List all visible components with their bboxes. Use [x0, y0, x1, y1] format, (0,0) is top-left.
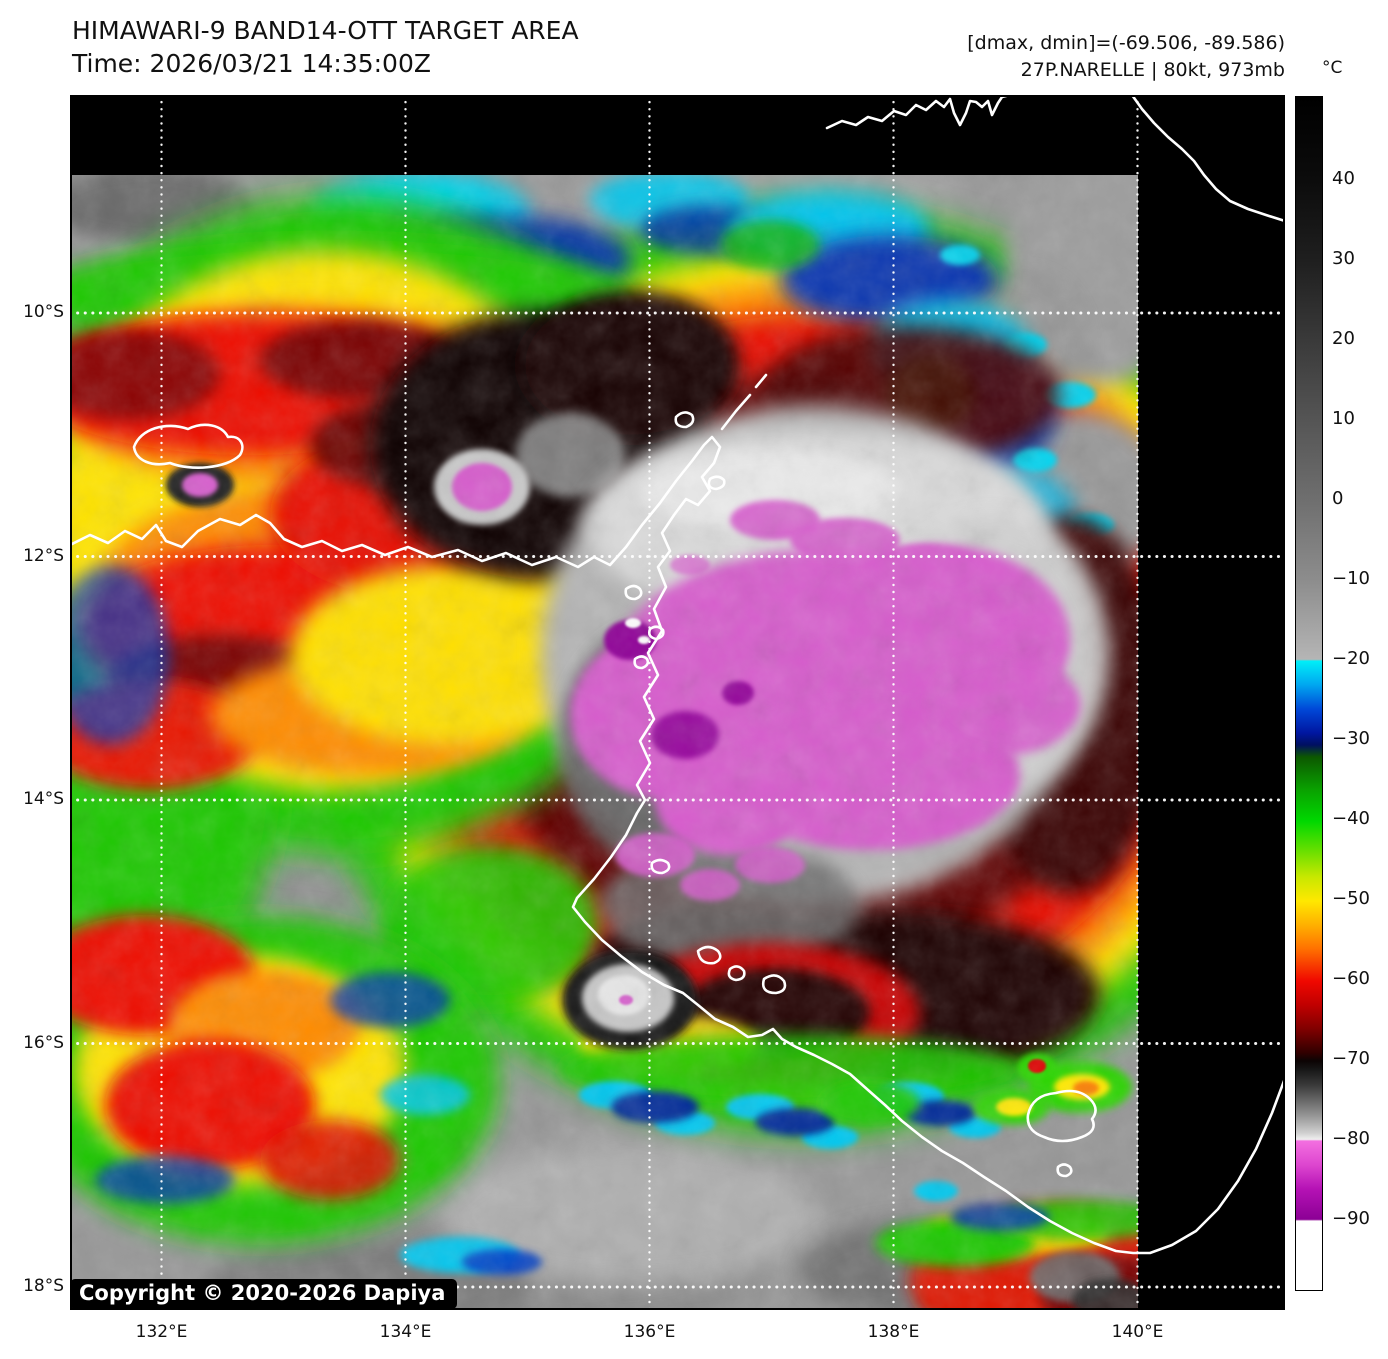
coastal-islands: [624, 584, 665, 670]
lat-tick-label: 14°S: [23, 789, 64, 809]
map-plot: Copyright © 2020-2026 Dapiya: [64, 93, 1292, 1312]
groote-eylandt-coastline: [1026, 1089, 1097, 1178]
annotation-block: [dmax, dmin]=(-69.506, -89.586) 27P.NARE…: [967, 30, 1285, 84]
colorbar-tick-label: −10: [1332, 568, 1370, 589]
colorbar-tick-label: −30: [1332, 728, 1370, 749]
australia-coastline: [64, 435, 1292, 1255]
lat-tick-label: 12°S: [23, 545, 64, 566]
colorbar-tick-label: 0: [1332, 488, 1344, 509]
tiwi-islands-coastline: [132, 423, 244, 469]
lat-tick-label: 10°S: [23, 302, 64, 322]
coastlines: [64, 93, 1292, 1255]
temperature-colorbar: [1295, 96, 1323, 1291]
arnhem-islands: [674, 411, 726, 491]
colorbar-tick-label: −60: [1332, 968, 1370, 989]
colorbar-unit-label: °C: [1322, 58, 1343, 78]
colorbar-tick-label: 30: [1332, 248, 1355, 269]
lon-tick-label: 138°E: [867, 1322, 920, 1342]
island-chain: [720, 373, 768, 431]
colorbar-tick-label: −90: [1332, 1208, 1370, 1229]
copyright-badge: Copyright © 2020-2026 Dapiya: [70, 1279, 458, 1309]
gulf-islands: [650, 858, 787, 995]
colorbar-tick-label: 20: [1332, 328, 1355, 349]
timestamp-label: Time: 2026/03/21 14:35:00Z: [72, 49, 431, 78]
lat-tick-label: 16°S: [23, 1032, 64, 1053]
page-title: HIMAWARI-9 BAND14-OTT TARGET AREA: [72, 16, 579, 45]
lon-tick-label: 134°E: [379, 1322, 432, 1342]
colorbar-tick-label: −40: [1332, 808, 1370, 829]
lon-tick-label: 140°E: [1111, 1322, 1164, 1342]
graticule-gridlines: [68, 93, 1287, 1312]
colorbar-tick-label: −20: [1332, 648, 1370, 669]
colorbar-tick-label: 40: [1332, 168, 1355, 189]
lat-tick-label: 18°S: [23, 1276, 64, 1296]
colorbar-tick-label: −70: [1332, 1048, 1370, 1069]
lon-tick-label: 132°E: [135, 1322, 188, 1342]
cape-york-coastline: [1130, 93, 1287, 223]
colorbar-tick-label: −50: [1332, 888, 1370, 909]
lon-tick-label: 136°E: [623, 1322, 676, 1342]
storm-info-label: 27P.NARELLE | 80kt, 973mb: [1020, 59, 1285, 81]
dmax-dmin-label: [dmax, dmin]=(-69.506, -89.586): [967, 32, 1285, 54]
new-guinea-coastline: [825, 93, 1012, 130]
cloud-grain-texture: [70, 175, 1138, 1310]
colorbar-tick-label: −80: [1332, 1128, 1370, 1149]
satellite-data-layer: [70, 175, 1138, 1310]
colorbar-tick-label: 10: [1332, 408, 1355, 429]
title-block: HIMAWARI-9 BAND14-OTT TARGET AREA Time: …: [72, 14, 579, 80]
plot-border: [70, 95, 1285, 1310]
satellite-map-svg: [64, 93, 1292, 1312]
